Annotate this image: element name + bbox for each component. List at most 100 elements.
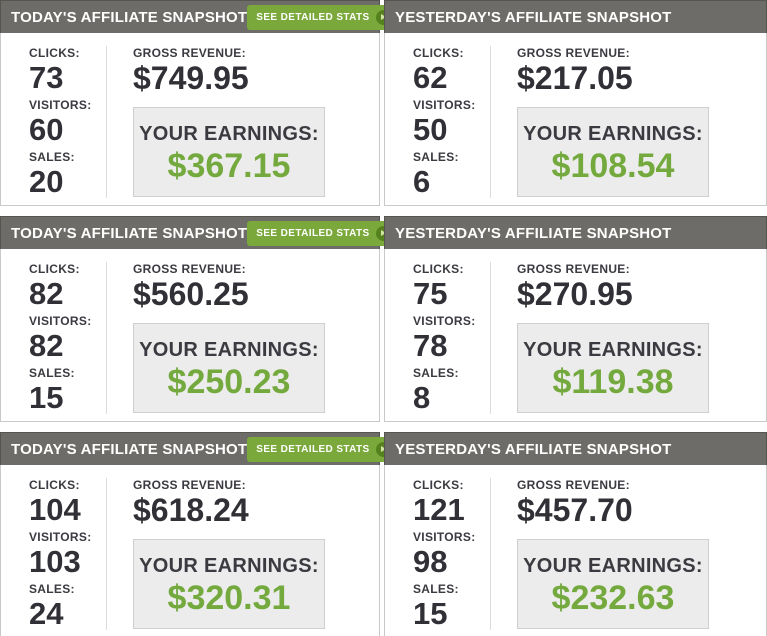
visitors-value: 50 (413, 112, 448, 147)
stats-divider (490, 478, 491, 630)
clicks-label: CLICKS: (413, 478, 464, 492)
earnings-box: YOUR EARNINGS: $250.23 (133, 323, 325, 413)
sales-value: 8 (413, 380, 431, 415)
panel-title: YESTERDAY'S AFFILIATE SNAPSHOT (395, 440, 672, 458)
visitors-label: VISITORS: (413, 98, 476, 112)
earnings-value: $250.23 (167, 363, 291, 401)
stats-column: CLICKS: 73 VISITORS: 60 SALES: 20 (29, 46, 106, 205)
panel-header: TODAY'S AFFILIATE SNAPSHOT SEE DETAILED … (0, 0, 398, 33)
affiliate-snapshot-panel-yesterday-1: YESTERDAY'S AFFILIATE SNAPSHOT CLICKS: 6… (384, 0, 767, 206)
play-triangle-icon (381, 14, 387, 20)
panel-header: TODAY'S AFFILIATE SNAPSHOT SEE DETAILED … (0, 216, 398, 249)
affiliate-snapshot-panel-today-3: TODAY'S AFFILIATE SNAPSHOT SEE DETAILED … (0, 432, 398, 636)
stats-column: CLICKS: 82 VISITORS: 82 SALES: 15 (29, 262, 106, 421)
see-detailed-stats-button[interactable]: SEE DETAILED STATS (247, 220, 398, 246)
panel-body: CLICKS: 82 VISITORS: 82 SALES: 15 GROSS … (0, 249, 380, 422)
gross-revenue-label: GROSS REVENUE: (517, 262, 630, 276)
clicks-label: CLICKS: (29, 46, 80, 60)
earnings-box: YOUR EARNINGS: $367.15 (133, 107, 325, 197)
visitors-label: VISITORS: (29, 98, 92, 112)
gross-revenue-label: GROSS REVENUE: (517, 46, 630, 60)
earnings-value: $320.31 (167, 579, 291, 617)
clicks-value: 104 (29, 492, 81, 527)
sales-value: 15 (413, 596, 448, 631)
sales-value: 6 (413, 164, 431, 199)
visitors-value: 60 (29, 112, 64, 147)
see-detailed-stats-label: SEE DETAILED STATS (256, 227, 370, 239)
clicks-label: CLICKS: (413, 46, 464, 60)
clicks-value: 82 (29, 276, 64, 311)
clicks-value: 62 (413, 60, 448, 95)
revenue-column: GROSS REVENUE: $560.25 YOUR EARNINGS: $2… (107, 262, 325, 421)
gross-revenue-value: $560.25 (133, 276, 249, 312)
earnings-box: YOUR EARNINGS: $119.38 (517, 323, 709, 413)
revenue-column: GROSS REVENUE: $618.24 YOUR EARNINGS: $3… (107, 478, 325, 636)
play-triangle-icon (381, 446, 387, 452)
panel-body: CLICKS: 104 VISITORS: 103 SALES: 24 GROS… (0, 465, 380, 636)
revenue-column: GROSS REVENUE: $270.95 YOUR EARNINGS: $1… (491, 262, 709, 421)
sales-label: SALES: (413, 150, 459, 164)
your-earnings-label: YOUR EARNINGS: (139, 339, 319, 361)
stats-column: CLICKS: 62 VISITORS: 50 SALES: 6 (413, 46, 490, 205)
clicks-value: 73 (29, 60, 64, 95)
your-earnings-label: YOUR EARNINGS: (139, 123, 319, 145)
panel-body: CLICKS: 121 VISITORS: 98 SALES: 15 GROSS… (384, 465, 767, 636)
stats-column: CLICKS: 104 VISITORS: 103 SALES: 24 (29, 478, 106, 636)
earnings-value: $232.63 (551, 579, 675, 617)
revenue-column: GROSS REVENUE: $457.70 YOUR EARNINGS: $2… (491, 478, 709, 636)
affiliate-snapshot-panel-today-2: TODAY'S AFFILIATE SNAPSHOT SEE DETAILED … (0, 216, 398, 422)
sales-value: 24 (29, 596, 64, 631)
sales-label: SALES: (29, 366, 75, 380)
see-detailed-stats-button[interactable]: SEE DETAILED STATS (247, 4, 398, 30)
clicks-value: 121 (413, 492, 465, 527)
affiliate-snapshot-panel-yesterday-3: YESTERDAY'S AFFILIATE SNAPSHOT CLICKS: 1… (384, 432, 767, 636)
see-detailed-stats-label: SEE DETAILED STATS (256, 443, 370, 455)
clicks-label: CLICKS: (413, 262, 464, 276)
your-earnings-label: YOUR EARNINGS: (523, 555, 703, 577)
visitors-value: 98 (413, 544, 448, 579)
sales-label: SALES: (29, 582, 75, 596)
sales-label: SALES: (413, 366, 459, 380)
panel-title: YESTERDAY'S AFFILIATE SNAPSHOT (395, 224, 672, 242)
clicks-label: CLICKS: (29, 262, 80, 276)
panel-title: TODAY'S AFFILIATE SNAPSHOT (11, 224, 248, 242)
stats-divider (106, 478, 107, 630)
visitors-label: VISITORS: (29, 314, 92, 328)
stats-divider (490, 262, 491, 414)
sales-value: 15 (29, 380, 64, 415)
clicks-value: 75 (413, 276, 448, 311)
stats-divider (106, 262, 107, 414)
stats-divider (106, 46, 107, 198)
visitors-label: VISITORS: (29, 530, 92, 544)
affiliate-snapshot-panel-today-1: TODAY'S AFFILIATE SNAPSHOT SEE DETAILED … (0, 0, 398, 206)
sales-label: SALES: (29, 150, 75, 164)
gross-revenue-value: $457.70 (517, 492, 633, 528)
panel-header: TODAY'S AFFILIATE SNAPSHOT SEE DETAILED … (0, 432, 398, 465)
your-earnings-label: YOUR EARNINGS: (523, 123, 703, 145)
your-earnings-label: YOUR EARNINGS: (139, 555, 319, 577)
play-triangle-icon (381, 230, 387, 236)
sales-value: 20 (29, 164, 64, 199)
gross-revenue-label: GROSS REVENUE: (517, 478, 630, 492)
visitors-value: 82 (29, 328, 64, 363)
earnings-value: $119.38 (552, 363, 674, 401)
visitors-value: 78 (413, 328, 448, 363)
panel-title: TODAY'S AFFILIATE SNAPSHOT (11, 8, 248, 26)
panel-title: TODAY'S AFFILIATE SNAPSHOT (11, 440, 248, 458)
stats-column: CLICKS: 121 VISITORS: 98 SALES: 15 (413, 478, 490, 636)
your-earnings-label: YOUR EARNINGS: (523, 339, 703, 361)
gross-revenue-label: GROSS REVENUE: (133, 262, 246, 276)
gross-revenue-value: $217.05 (517, 60, 633, 96)
earnings-box: YOUR EARNINGS: $320.31 (133, 539, 325, 629)
panel-header: YESTERDAY'S AFFILIATE SNAPSHOT (384, 432, 767, 465)
revenue-column: GROSS REVENUE: $749.95 YOUR EARNINGS: $3… (107, 46, 325, 205)
visitors-label: VISITORS: (413, 530, 476, 544)
panel-body: CLICKS: 75 VISITORS: 78 SALES: 8 GROSS R… (384, 249, 767, 422)
panel-title: YESTERDAY'S AFFILIATE SNAPSHOT (395, 8, 672, 26)
see-detailed-stats-button[interactable]: SEE DETAILED STATS (247, 436, 398, 462)
panel-body: CLICKS: 73 VISITORS: 60 SALES: 20 GROSS … (0, 33, 380, 206)
sales-label: SALES: (413, 582, 459, 596)
visitors-label: VISITORS: (413, 314, 476, 328)
panel-header: YESTERDAY'S AFFILIATE SNAPSHOT (384, 0, 767, 33)
gross-revenue-value: $618.24 (133, 492, 249, 528)
